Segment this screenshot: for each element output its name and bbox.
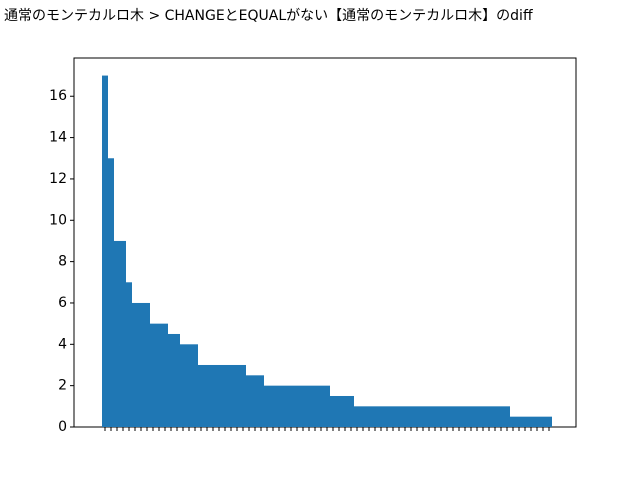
bar	[372, 406, 378, 427]
bar	[288, 385, 294, 427]
bar	[132, 302, 138, 427]
bar	[486, 406, 492, 427]
y-tick-label: 4	[58, 336, 67, 352]
y-tick-label: 16	[49, 88, 67, 104]
bar	[522, 416, 528, 427]
bar	[168, 333, 174, 427]
bar	[192, 344, 198, 427]
bar	[276, 385, 282, 427]
bar	[528, 416, 534, 427]
bar	[426, 406, 432, 427]
bar	[462, 406, 468, 427]
bar	[432, 406, 438, 427]
bar	[408, 406, 414, 427]
bar	[306, 385, 312, 427]
bar	[282, 385, 288, 427]
bar	[270, 385, 276, 427]
bar	[162, 323, 168, 427]
bar	[198, 364, 204, 427]
bar	[498, 406, 504, 427]
bar	[468, 406, 474, 427]
bar	[438, 406, 444, 427]
chart-title: 通常のモンテカルロ木 > CHANGEとEQUALがない【通常のモンテカルロ木】…	[4, 8, 533, 24]
bar	[450, 406, 456, 427]
bar	[492, 406, 498, 427]
bar	[504, 406, 510, 427]
bar	[396, 406, 402, 427]
bar	[210, 364, 216, 427]
bar	[216, 364, 222, 427]
bar	[258, 375, 264, 427]
bar	[342, 395, 348, 427]
bar	[144, 302, 150, 427]
bar	[102, 75, 108, 428]
bar	[174, 333, 180, 427]
y-tick-label: 14	[49, 130, 67, 146]
y-tick-label: 6	[58, 295, 67, 311]
bar	[414, 406, 420, 427]
bar	[444, 406, 450, 427]
bar	[252, 375, 258, 427]
bar	[366, 406, 372, 427]
bar	[354, 406, 360, 427]
bar	[204, 364, 210, 427]
bar	[420, 406, 426, 427]
y-tick-label: 10	[49, 212, 67, 228]
bar	[534, 416, 540, 427]
bar	[516, 416, 522, 427]
bar	[228, 364, 234, 427]
y-tick-label: 0	[58, 419, 67, 435]
bar	[234, 364, 240, 427]
bar	[150, 323, 156, 427]
bar	[120, 240, 126, 427]
bar	[108, 158, 114, 427]
bar	[336, 395, 342, 427]
bar	[264, 385, 270, 427]
bar	[540, 416, 546, 427]
bar	[186, 344, 192, 427]
bar	[456, 406, 462, 427]
y-tick-label: 12	[49, 171, 67, 187]
bar	[156, 323, 162, 427]
bar	[114, 240, 120, 427]
bar	[126, 282, 132, 427]
bar	[300, 385, 306, 427]
bar	[138, 302, 144, 427]
bar	[402, 406, 408, 427]
bar	[546, 416, 552, 427]
bar	[324, 385, 330, 427]
bar	[360, 406, 366, 427]
bar	[312, 385, 318, 427]
bar	[348, 395, 354, 427]
bar	[474, 406, 480, 427]
bar	[240, 364, 246, 427]
bar	[378, 406, 384, 427]
bar	[318, 385, 324, 427]
bar	[510, 416, 516, 427]
bar	[390, 406, 396, 427]
bar	[384, 406, 390, 427]
y-tick-label: 2	[58, 378, 67, 394]
bar	[246, 375, 252, 427]
bar	[222, 364, 228, 427]
bar	[330, 395, 336, 427]
y-tick-label: 8	[58, 254, 67, 270]
bar	[180, 344, 186, 427]
bar	[480, 406, 486, 427]
bar	[294, 385, 300, 427]
